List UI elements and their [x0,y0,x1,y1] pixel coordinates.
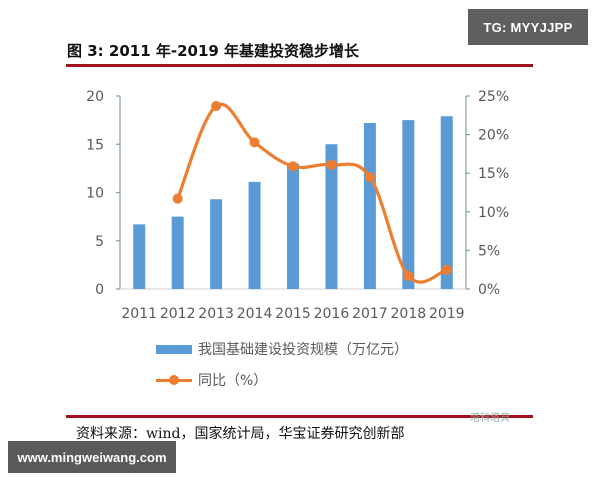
yoy-marker [441,264,452,275]
yoy-marker [364,172,375,183]
x-tick-label: 2013 [198,306,234,320]
yoy-marker [403,270,414,281]
left-tick-label: 15 [86,137,104,153]
bar-swatch-icon [156,344,192,354]
legend-line-label: 同比（%） [198,373,268,389]
bar-2014 [248,181,261,289]
brand-watermark: 塔科塔貝 [470,413,510,424]
right-tick-label: 20% [478,128,509,144]
figure-title: 图 3: 2011 年-2019 年基建投资稳步增长 [67,42,360,60]
bar-2015 [287,163,299,289]
bar-2019 [440,116,453,289]
left-tick-label: 10 [86,186,104,202]
combo-chart: 0 5 10 15 20 0% 5% 10% 15% 20% 25% 2011 2012 2013 2014… [86,89,509,320]
yoy-marker [211,101,222,112]
url-watermark-badge: www.mingweiwang.com [8,441,176,473]
x-tick-label: 2011 [121,306,157,320]
legend-bar-label: 我国基础建设投资规模（万亿元） [198,342,408,358]
line-swatch-icon [156,373,192,387]
x-tick-label: 2015 [275,306,311,320]
bar-2013 [210,199,223,289]
legend-item-bar: 我国基础建设投资规模（万亿元） [156,339,408,359]
x-tick-label: 2018 [391,306,427,320]
yoy-marker [172,193,183,204]
x-tick-label: 2017 [352,306,388,320]
right-tick-label: 0% [478,282,500,298]
title-divider [66,64,533,67]
x-tick-label: 2014 [237,306,273,320]
bar-2018 [402,120,415,289]
tg-watermark-badge: TG: MYYJJPP [468,9,588,45]
legend-item-line: 同比（%） [156,370,267,390]
yoy-marker [249,137,260,148]
source-divider [66,415,533,418]
bar-2016 [325,144,338,289]
bar-2011 [133,224,146,289]
right-tick-label: 10% [478,205,509,221]
yoy-marker [326,159,337,170]
right-tick-label: 25% [478,89,509,105]
x-tick-label: 2019 [429,306,465,320]
x-tick-label: 2012 [160,306,196,320]
bar-2017 [363,123,376,290]
left-tick-label: 0 [95,282,104,298]
right-tick-label: 5% [478,243,500,259]
left-tick-label: 5 [95,234,104,250]
right-tick-label: 15% [478,166,509,182]
bar-2012 [171,216,184,289]
x-tick-label: 2016 [314,306,350,320]
left-tick-label: 20 [86,89,104,105]
yoy-marker [288,161,298,172]
source-note: 资料来源：wind，国家统计局，华宝证券研究创新部 [76,426,405,442]
